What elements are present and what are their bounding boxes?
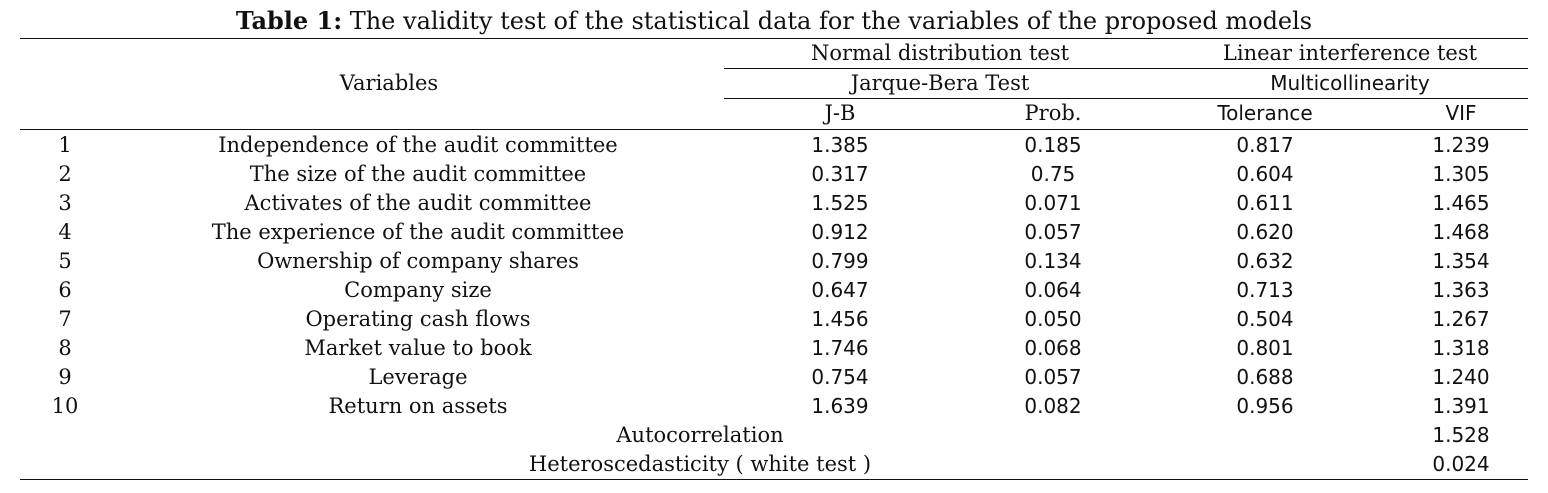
tolerance-value: 0.956 [1236,394,1294,418]
header-variables: Variables [339,71,439,95]
tolerance-value: 0.632 [1236,249,1294,273]
variable-name: Company size [344,278,492,302]
jb-value: 0.754 [811,365,869,389]
header-jarque-bera: Jarque-Bera Test [850,71,1030,95]
variable-name: Operating cash flows [305,307,531,331]
prob-value: 0.064 [1024,278,1082,302]
variable-name: Ownership of company shares [257,249,579,273]
footer-value: 1.528 [1432,423,1490,447]
jb-value: 1.456 [811,307,869,331]
variable-name: Independence of the audit committee [218,133,618,157]
row-number: 3 [58,191,72,215]
caption-label: Table 1: [235,6,343,35]
vif-value: 1.363 [1432,278,1490,302]
vif-value: 1.465 [1432,191,1490,215]
header-prob: Prob. [1024,101,1082,125]
jb-value: 1.385 [811,133,869,157]
prob-value: 0.75 [1030,162,1076,186]
vif-value: 1.267 [1432,307,1490,331]
prob-value: 0.071 [1024,191,1082,215]
variable-name: Leverage [368,365,468,389]
row-number: 6 [58,278,72,302]
jb-value: 0.799 [811,249,869,273]
vif-value: 1.305 [1432,162,1490,186]
jb-value: 0.912 [811,220,869,244]
caption-text: The validity test of the statistical dat… [349,7,1313,35]
vif-value: 1.391 [1432,394,1490,418]
row-number: 2 [58,162,72,186]
normal-group-rule [724,68,1528,69]
jarque-bera-rule [724,98,1528,99]
header-vif: VIF [1445,101,1477,125]
tolerance-value: 0.620 [1236,220,1294,244]
tolerance-value: 0.504 [1236,307,1294,331]
variable-name: Market value to book [304,336,532,360]
variable-name: The experience of the audit committee [211,220,625,244]
tolerance-value: 0.604 [1236,162,1294,186]
jb-value: 1.525 [811,191,869,215]
header-normal-distribution: Normal distribution test [810,41,1070,65]
top-rule [20,38,1528,39]
table-caption: Table 1: The validity test of the statis… [0,6,1548,36]
vif-value: 1.240 [1432,365,1490,389]
prob-value: 0.134 [1024,249,1082,273]
jb-value: 1.746 [811,336,869,360]
footer-label: Heteroscedasticity ( white test ) [528,452,872,476]
variable-name: Return on assets [328,394,508,418]
tolerance-value: 0.611 [1236,191,1294,215]
prob-value: 0.082 [1024,394,1082,418]
jb-value: 0.647 [811,278,869,302]
prob-value: 0.057 [1024,365,1082,389]
jb-value: 0.317 [811,162,869,186]
variable-name: Activates of the audit committee [244,191,592,215]
bottom-rule [20,479,1528,480]
row-number: 9 [58,365,72,389]
vif-value: 1.354 [1432,249,1490,273]
row-number: 4 [58,220,72,244]
header-tolerance: Tolerance [1217,101,1313,125]
tolerance-value: 0.801 [1236,336,1294,360]
vif-value: 1.468 [1432,220,1490,244]
footer-value: 0.024 [1432,452,1490,476]
row-number: 1 [58,133,72,157]
prob-value: 0.185 [1024,133,1082,157]
vif-value: 1.318 [1432,336,1490,360]
vif-value: 1.239 [1432,133,1490,157]
row-number: 7 [58,307,72,331]
row-number: 10 [51,394,79,418]
prob-value: 0.050 [1024,307,1082,331]
tolerance-value: 0.713 [1236,278,1294,302]
row-number: 5 [58,249,72,273]
prob-value: 0.068 [1024,336,1082,360]
header-jb: J-B [824,101,856,125]
header-bottom-rule [20,129,1528,130]
prob-value: 0.057 [1024,220,1082,244]
header-multicollinearity: Multicollinearity [1270,71,1430,95]
footer-label: Autocorrelation [616,423,784,447]
variable-name: The size of the audit committee [249,162,587,186]
tolerance-value: 0.688 [1236,365,1294,389]
tolerance-value: 0.817 [1236,133,1294,157]
row-number: 8 [58,336,72,360]
jb-value: 1.639 [811,394,869,418]
header-linear-interference: Linear interference test [1222,41,1478,65]
